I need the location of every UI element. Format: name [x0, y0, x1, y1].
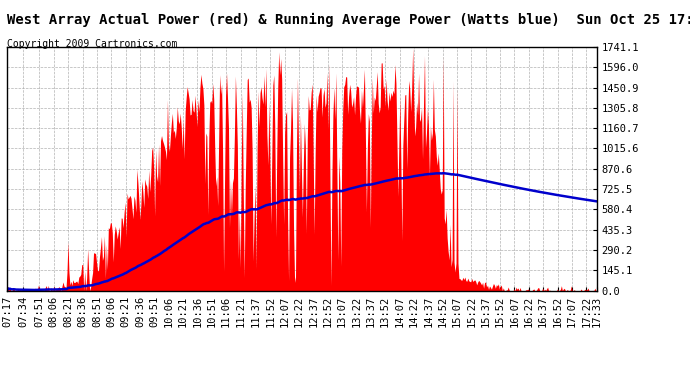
- Text: Copyright 2009 Cartronics.com: Copyright 2009 Cartronics.com: [7, 39, 177, 50]
- Text: West Array Actual Power (red) & Running Average Power (Watts blue)  Sun Oct 25 1: West Array Actual Power (red) & Running …: [7, 13, 690, 27]
